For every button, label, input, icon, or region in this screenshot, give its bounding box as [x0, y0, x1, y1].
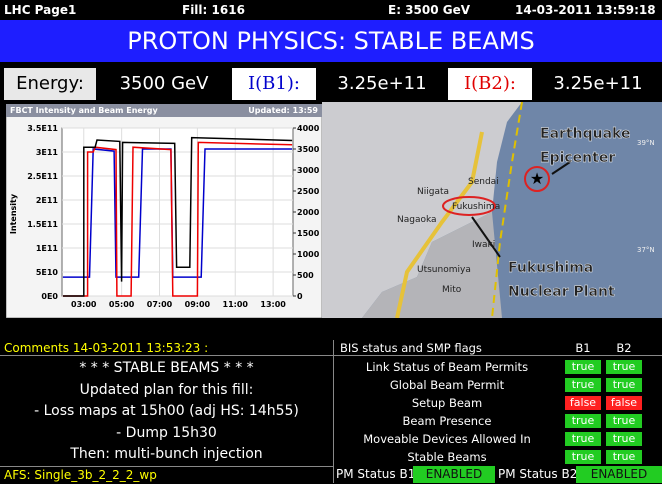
col-b2: B2: [606, 341, 642, 355]
bis-flag: true: [606, 378, 642, 392]
y-tick-label: 1.5E11: [27, 220, 58, 229]
bis-flag: true: [606, 360, 642, 374]
y-tick-label: 1E11: [36, 244, 59, 253]
bis-label: Stable Beams: [336, 448, 558, 466]
bis-title: BIS status and SMP flags: [340, 341, 482, 355]
bis-label: Setup Beam: [336, 394, 558, 412]
energy-header: E: 3500 GeV: [388, 0, 470, 20]
bis-flag: true: [565, 432, 601, 446]
plant-label: Nuclear Plant: [508, 284, 615, 300]
city-label: Utsunomiya: [417, 265, 471, 275]
bis-flag: true: [565, 378, 601, 392]
city-label: Sendai: [468, 177, 499, 187]
y2-tick-label: 3500: [297, 145, 320, 154]
energy-label: Energy:: [4, 68, 96, 100]
comment-line: Then: multi-bunch injection: [0, 444, 333, 465]
epicenter-label: Epicenter: [540, 150, 615, 166]
comment-line: - Loss maps at 15h00 (adj HS: 14h55): [0, 401, 333, 422]
y-tick-label: 3.5E11: [27, 124, 58, 133]
bis-flag: true: [565, 450, 601, 464]
bis-label: Beam Presence: [336, 412, 558, 430]
comments-title: Comments 14-03-2011 13:53:23 :: [4, 341, 208, 355]
fbct-chart: FBCT Intensity and Beam Energy Updated: …: [6, 104, 322, 318]
epicenter-label: Earthquake: [540, 126, 630, 142]
latitude: 39°N: [637, 139, 655, 147]
bis-label: Global Beam Permit: [336, 376, 558, 394]
bis-flag: true: [606, 432, 642, 446]
bis-flag: true: [606, 414, 642, 428]
y-tick-label: 0E0: [41, 292, 58, 301]
comment-line: * * * STABLE BEAMS * * *: [0, 358, 333, 379]
bis-flag: true: [565, 360, 601, 374]
y2-tick-label: 4000: [297, 124, 320, 133]
y2-tick-label: 500: [297, 271, 314, 280]
epicenter-star: ★: [530, 169, 544, 188]
x-tick-label: 11:00: [223, 300, 249, 309]
y-axis-label: Intensity: [9, 193, 18, 234]
lhc-page1: LHC Page1 Fill: 1616 E: 3500 GeV 14-03-2…: [0, 0, 662, 483]
comment-line: Updated plan for this fill:: [0, 380, 333, 401]
y-tick-label: 3E11: [36, 148, 59, 157]
banner: PROTON PHYSICS: STABLE BEAMS: [0, 20, 662, 62]
timestamp: 14-03-2011 13:59:18: [515, 0, 656, 20]
city-label: Nagaoka: [397, 215, 437, 225]
y2-tick-label: 0: [297, 292, 303, 301]
x-tick-label: 09:00: [185, 300, 211, 309]
x-tick-label: 07:00: [147, 300, 173, 309]
comment-line: - Dump 15h30: [0, 423, 333, 444]
y-tick-label: 2E11: [36, 196, 59, 205]
pm-b2-label: PM Status B2: [498, 466, 577, 483]
city-label: Niigata: [417, 187, 449, 197]
x-tick-label: 05:00: [109, 300, 135, 309]
plant-label: Fukushima: [508, 260, 593, 276]
b2-intensity: 3.25e+11: [534, 68, 662, 100]
fill: Fill: 1616: [182, 0, 245, 20]
pm-b1-label: PM Status B1: [336, 466, 415, 483]
x-tick-label: 13:00: [260, 300, 286, 309]
bis-flag: true: [565, 414, 601, 428]
b2-label: I(B2):: [448, 68, 532, 100]
y-tick-label: 2.5E11: [27, 172, 58, 181]
bis-label: Link Status of Beam Permits: [336, 358, 558, 376]
latitude: 37°N: [637, 246, 655, 254]
y2-tick-label: 1500: [297, 229, 320, 238]
b1-intensity: 3.25e+11: [318, 68, 446, 100]
pm-b1-status: ENABLED: [413, 466, 495, 483]
y2-tick-label: 2000: [297, 208, 320, 217]
separator: [0, 355, 662, 356]
bis-flag: false: [565, 396, 601, 410]
y2-tick-label: 1000: [297, 250, 320, 259]
x-tick-label: 03:00: [71, 300, 97, 309]
page-name: LHC Page1: [4, 0, 76, 20]
chart-title: FBCT Intensity and Beam Energy: [10, 106, 159, 115]
city-label: Fukushima: [452, 202, 500, 212]
city-label: Mito: [442, 285, 462, 295]
y-tick-label: 5E10: [36, 268, 59, 277]
separator: [333, 340, 334, 483]
afs: AFS: Single_3b_2_2_2_wp: [0, 466, 333, 483]
b1-label: I(B1):: [232, 68, 316, 100]
city-label: Iwaki: [472, 240, 495, 250]
map: ★ Earthquake Epicenter Fukushima Nuclear Pl…: [322, 102, 662, 318]
y2-tick-label: 2500: [297, 187, 320, 196]
energy-value: 3500 GeV: [98, 68, 230, 100]
bis-flag: true: [606, 450, 642, 464]
y2-tick-label: 3000: [297, 166, 320, 175]
chart-subtitle: Updated: 13:59: [248, 106, 318, 115]
plot-area: [62, 128, 293, 296]
bis-flag: false: [606, 396, 642, 410]
col-b1: B1: [565, 341, 601, 355]
pm-b2-status: ENABLED: [576, 466, 662, 483]
bis-label: Moveable Devices Allowed In: [336, 430, 558, 448]
